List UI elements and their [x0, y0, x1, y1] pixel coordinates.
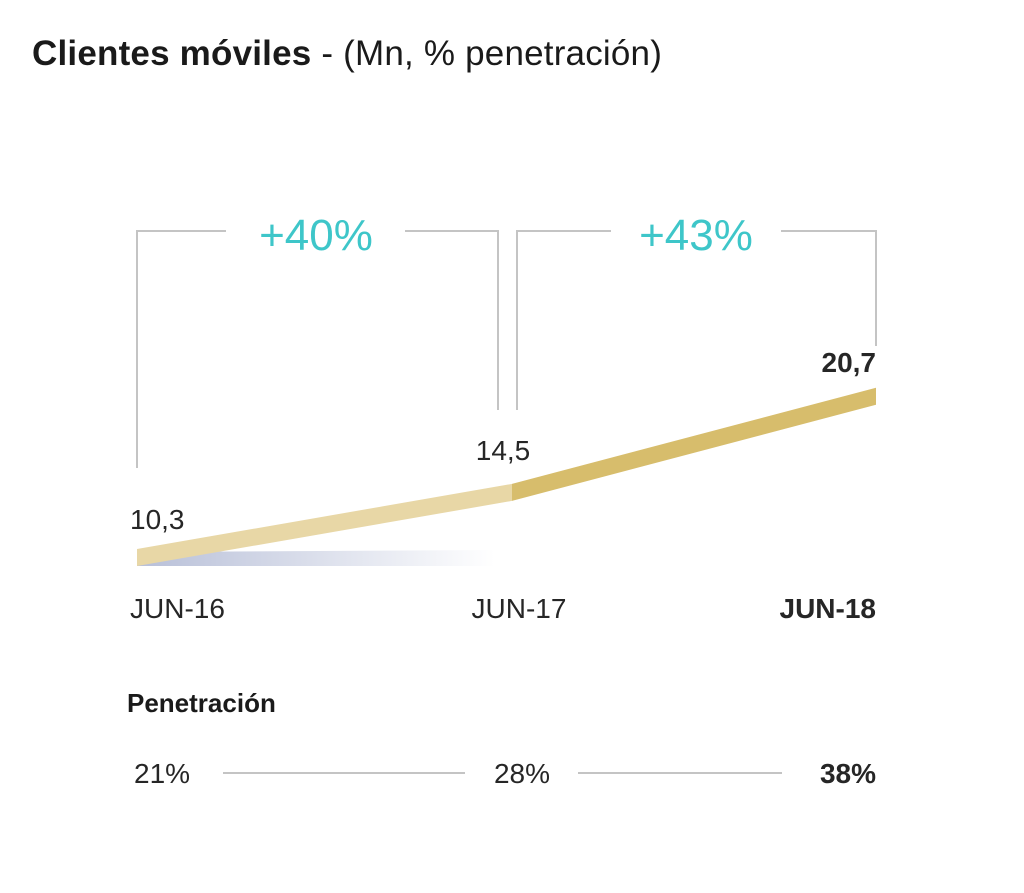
growth-label-2: +43% — [639, 211, 753, 260]
x-tick-label-2: JUN-17 — [472, 593, 567, 624]
line-segment-1 — [137, 483, 512, 566]
growth-label-1: +40% — [259, 211, 373, 260]
data-label-1: 10,3 — [130, 504, 185, 535]
penetration-value-1: 21% — [134, 758, 190, 789]
growth-bracket-2 — [516, 230, 611, 410]
chart-title-suffix: - (Mn, % penetración) — [311, 34, 663, 73]
growth-bracket-1 — [136, 230, 226, 468]
line-shadow — [137, 550, 495, 566]
penetration-value-2: 28% — [494, 758, 550, 789]
data-label-2: 14,5 — [476, 435, 531, 466]
x-tick-label-3: JUN-18 — [780, 593, 876, 624]
chart-title-main: Clientes móviles — [32, 34, 312, 73]
data-label-3: 20,7 — [822, 347, 877, 378]
line-segment-2 — [512, 387, 876, 501]
x-tick-label-1: JUN-16 — [130, 593, 225, 624]
penetration-title: Penetración — [127, 688, 276, 718]
growth-bracket-2-right — [781, 230, 877, 346]
penetration-value-3: 38% — [820, 758, 876, 789]
chart-title: Clientes móviles - (Mn, % penetración) — [32, 34, 662, 74]
growth-bracket-1-right — [405, 230, 499, 410]
